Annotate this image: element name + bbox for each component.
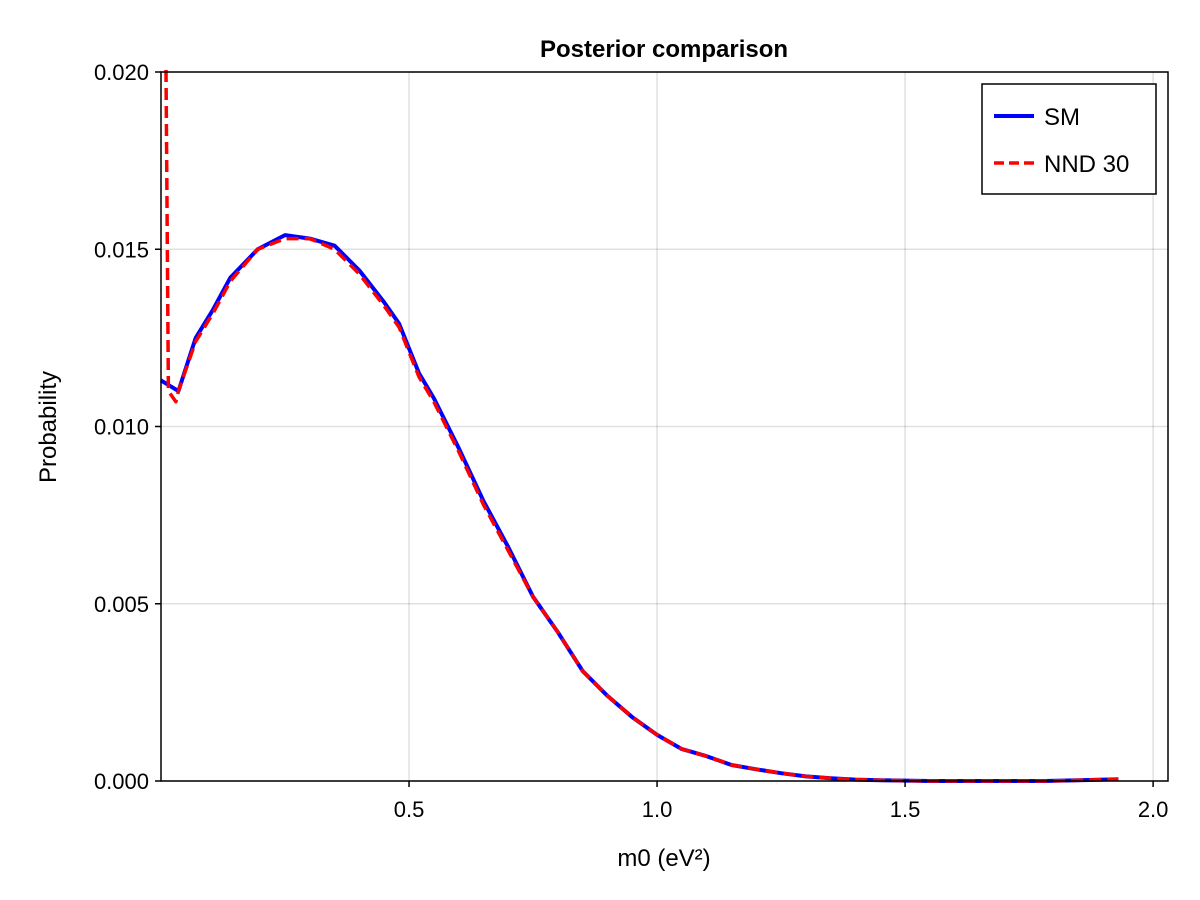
y-tick-label: 0.000 [94,769,149,794]
chart-title: Posterior comparison [540,36,788,63]
legend-label: SM [1044,104,1080,131]
x-axis-label: m0 (eV²) [617,845,710,872]
x-tick-label: 1.5 [890,797,921,822]
legend-label: NND 30 [1044,151,1129,178]
series-layer [159,69,1119,783]
series-line-nnd-30 [164,69,1119,783]
y-axis-label: Probability [35,371,62,483]
legend: SM NND 30 [981,83,1157,195]
y-tick-label: 0.010 [94,415,149,440]
x-tick-label: 0.5 [394,797,425,822]
y-tick-label: 0.015 [94,237,149,262]
series-line-sm [159,233,1119,783]
y-tick-label: 0.005 [94,592,149,617]
y-tick-label: 0.020 [94,60,149,85]
x-axis-ticks: 0.5 1.0 1.5 2.0 [394,781,1169,822]
legend-box [981,83,1157,195]
x-tick-label: 2.0 [1138,797,1169,822]
y-axis-ticks: 0.000 0.005 0.010 0.015 0.020 [94,60,161,794]
x-tick-label: 1.0 [642,797,673,822]
